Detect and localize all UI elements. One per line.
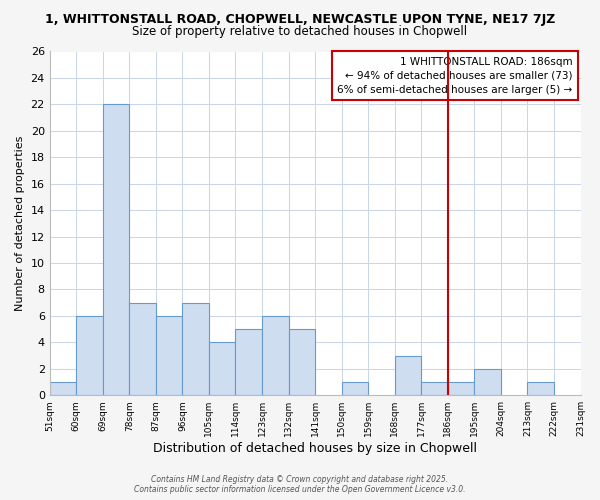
Bar [421,382,448,395]
Bar [395,356,421,395]
Text: Contains HM Land Registry data © Crown copyright and database right 2025.
Contai: Contains HM Land Registry data © Crown c… [134,474,466,494]
Bar [156,316,182,395]
Y-axis label: Number of detached properties: Number of detached properties [15,136,25,311]
Text: Size of property relative to detached houses in Chopwell: Size of property relative to detached ho… [133,25,467,38]
Text: 1 WHITTONSTALL ROAD: 186sqm
← 94% of detached houses are smaller (73)
6% of semi: 1 WHITTONSTALL ROAD: 186sqm ← 94% of det… [337,56,572,94]
Bar [341,382,368,395]
Bar [103,104,129,395]
Bar [235,329,262,395]
Bar [475,369,501,395]
Bar [129,302,156,395]
Bar [448,382,475,395]
Bar [182,302,209,395]
X-axis label: Distribution of detached houses by size in Chopwell: Distribution of detached houses by size … [153,442,477,455]
Text: 1, WHITTONSTALL ROAD, CHOPWELL, NEWCASTLE UPON TYNE, NE17 7JZ: 1, WHITTONSTALL ROAD, CHOPWELL, NEWCASTL… [45,12,555,26]
Bar [209,342,235,395]
Bar [50,382,76,395]
Bar [262,316,289,395]
Bar [289,329,315,395]
Bar [76,316,103,395]
Bar [527,382,554,395]
